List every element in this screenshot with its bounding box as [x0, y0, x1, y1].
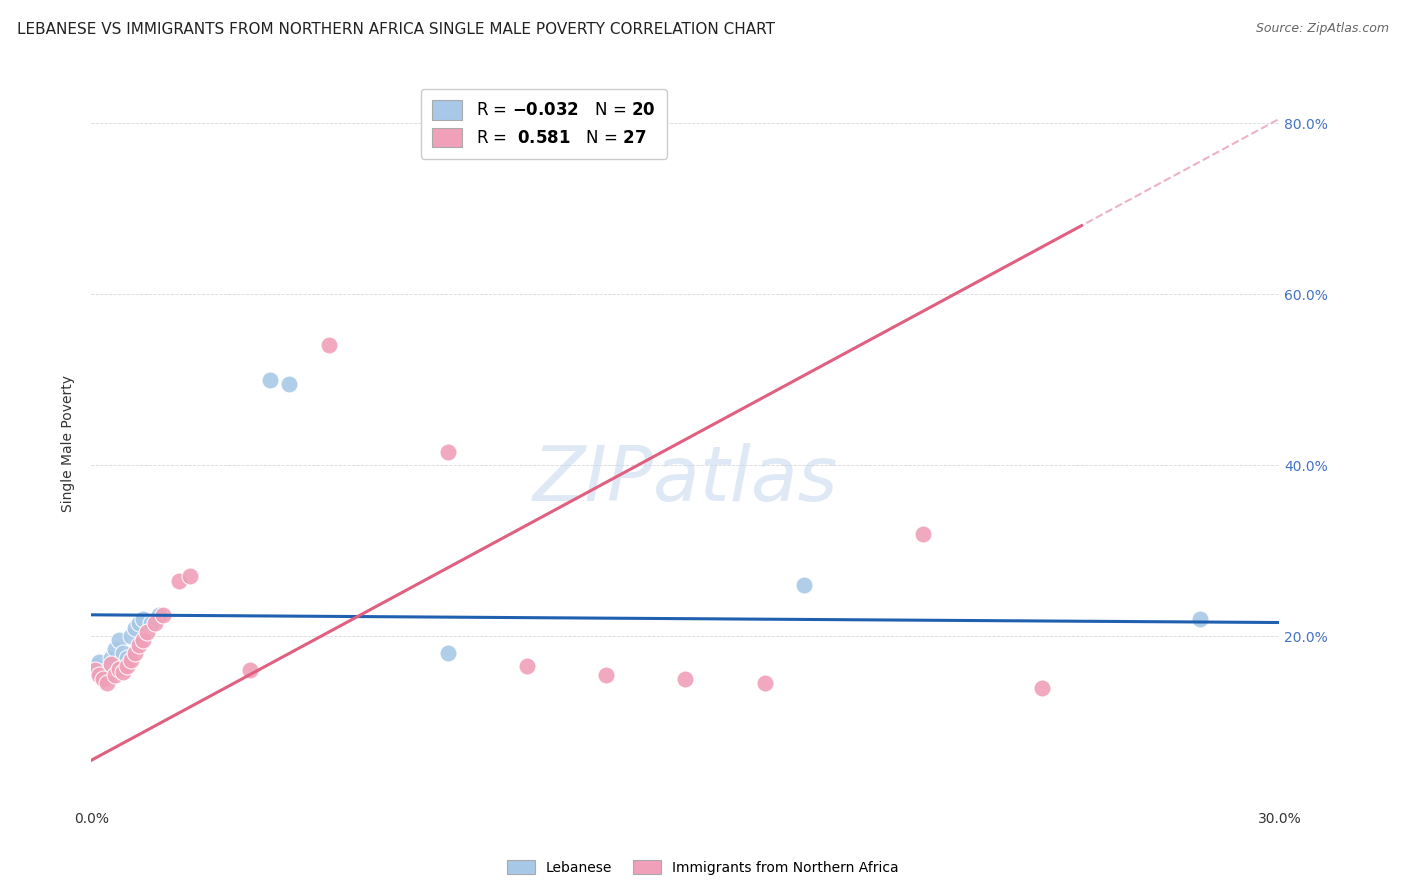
Point — [278, 376, 301, 391]
Point — [1189, 612, 1212, 626]
Point — [135, 624, 157, 639]
Point — [91, 667, 114, 681]
Text: ZIPatlas: ZIPatlas — [533, 443, 838, 517]
Point — [754, 676, 776, 690]
Point — [124, 646, 146, 660]
Point — [436, 445, 458, 459]
Point — [115, 659, 138, 673]
Legend: Lebanese, Immigrants from Northern Africa: Lebanese, Immigrants from Northern Afric… — [502, 855, 904, 880]
Point — [143, 616, 166, 631]
Point — [120, 629, 142, 643]
Point — [436, 646, 458, 660]
Text: LEBANESE VS IMMIGRANTS FROM NORTHERN AFRICA SINGLE MALE POVERTY CORRELATION CHAR: LEBANESE VS IMMIGRANTS FROM NORTHERN AFR… — [17, 22, 775, 37]
Y-axis label: Single Male Poverty: Single Male Poverty — [62, 376, 76, 512]
Point — [100, 650, 122, 665]
Point — [148, 607, 170, 622]
Point — [239, 664, 262, 678]
Point — [96, 664, 118, 678]
Point — [104, 642, 127, 657]
Point — [259, 373, 281, 387]
Point — [100, 657, 122, 671]
Point — [132, 633, 155, 648]
Point — [120, 653, 142, 667]
Point — [84, 664, 107, 678]
Point — [152, 607, 174, 622]
Point — [128, 616, 150, 631]
Point — [1031, 681, 1053, 695]
Point — [124, 621, 146, 635]
Point — [179, 569, 201, 583]
Point — [673, 672, 696, 686]
Point — [112, 646, 135, 660]
Text: Source: ZipAtlas.com: Source: ZipAtlas.com — [1256, 22, 1389, 36]
Point — [104, 667, 127, 681]
Point — [84, 659, 107, 673]
Point — [516, 659, 538, 673]
Point — [132, 612, 155, 626]
Point — [318, 338, 340, 352]
Point — [793, 578, 815, 592]
Point — [89, 667, 111, 681]
Point — [108, 662, 131, 676]
Point — [108, 633, 131, 648]
Point — [128, 638, 150, 652]
Point — [595, 667, 617, 681]
Point — [91, 672, 114, 686]
Point — [112, 665, 135, 680]
Point — [167, 574, 190, 588]
Point — [115, 650, 138, 665]
Legend: R = $\bf{-0.032}$   N = $\bf{20}$, R =  $\bf{0.581}$   N = $\bf{27}$: R = $\bf{-0.032}$ N = $\bf{20}$, R = $\b… — [420, 88, 666, 159]
Point — [911, 526, 934, 541]
Point — [89, 655, 111, 669]
Point — [139, 616, 162, 631]
Point — [96, 676, 118, 690]
